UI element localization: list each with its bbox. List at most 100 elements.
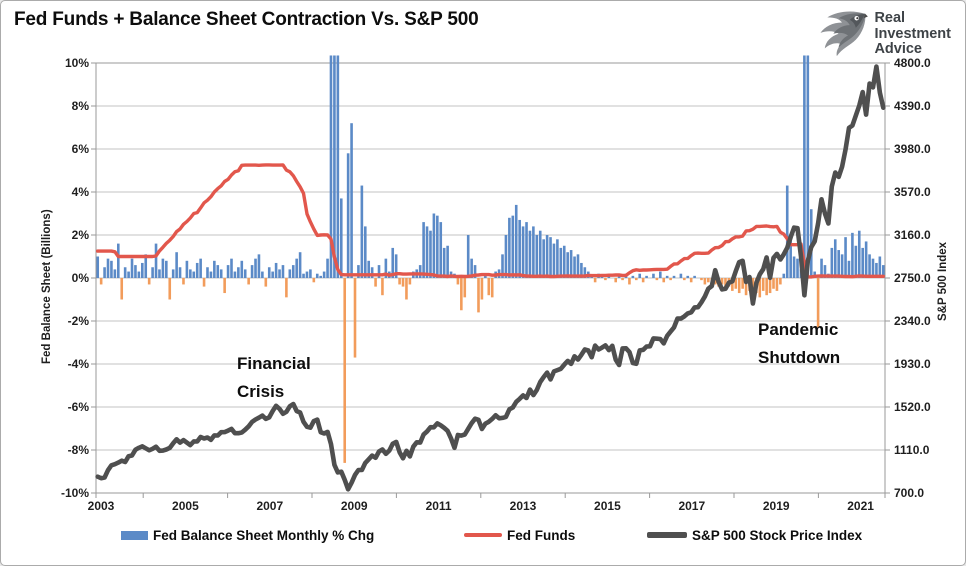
- legend-label: Fed Balance Sheet Monthly % Chg: [153, 527, 375, 543]
- balance-sheet-bar: [274, 262, 278, 278]
- balance-sheet-bar: [779, 278, 782, 285]
- balance-sheet-bar: [343, 278, 347, 463]
- balance-sheet-bar: [679, 273, 683, 278]
- balance-sheet-bar: [638, 273, 642, 278]
- balance-sheet-bar: [394, 254, 398, 278]
- balance-sheet-bar: [309, 269, 312, 278]
- right-axis-tick-label: 1520.0: [894, 400, 931, 414]
- line-swatch-icon: [647, 532, 687, 538]
- right-axis-tick-label: 1930.0: [894, 357, 931, 371]
- balance-sheet-bar: [240, 260, 244, 278]
- right-axis-tick-label: 4800.0: [894, 56, 931, 70]
- balance-sheet-bar: [391, 247, 395, 278]
- balance-sheet-bar: [171, 269, 175, 278]
- balance-sheet-bar: [542, 239, 545, 278]
- balance-sheet-bar: [147, 278, 151, 285]
- balance-sheet-bar: [319, 275, 322, 278]
- balance-sheet-bar: [583, 267, 587, 278]
- balance-sheet-bar: [178, 267, 182, 278]
- balance-sheet-bar: [785, 185, 789, 278]
- balance-sheet-bar: [168, 278, 172, 300]
- balance-sheet-bar: [775, 278, 779, 291]
- balance-sheet-bar: [291, 265, 295, 278]
- balance-sheet-bar: [250, 265, 254, 278]
- balance-sheet-bar: [226, 265, 230, 278]
- balance-sheet-bar: [833, 239, 837, 278]
- balance-sheet-bar: [213, 260, 216, 278]
- balance-sheet-bar: [377, 265, 381, 278]
- balance-sheet-bar: [861, 247, 864, 278]
- left-axis-tick-label: 4%: [72, 185, 90, 199]
- left-axis-tick-label: 2%: [72, 228, 90, 242]
- balance-sheet-bar: [761, 278, 765, 291]
- balance-sheet-bar: [257, 254, 261, 278]
- balance-sheet-bar: [182, 278, 185, 285]
- balance-sheet-bar: [223, 278, 226, 294]
- balance-sheet-bar: [264, 278, 268, 287]
- balance-sheet-bar: [549, 237, 552, 278]
- balance-sheet-bar: [243, 269, 247, 278]
- balance-sheet-bar: [487, 278, 491, 296]
- balance-sheet-bar: [737, 278, 741, 294]
- balance-sheet-bar: [772, 278, 775, 289]
- balance-sheet-bar: [765, 278, 768, 296]
- balance-sheet-bar: [254, 258, 257, 278]
- x-axis-year-label: 2013: [510, 499, 537, 513]
- line-swatch-icon: [464, 532, 502, 538]
- balance-sheet-bar: [525, 222, 528, 278]
- balance-sheet-bar: [460, 278, 463, 311]
- balance-sheet-bar: [576, 254, 580, 278]
- balance-sheet-bar: [219, 269, 223, 278]
- balance-sheet-bar: [881, 265, 885, 278]
- plot-frame: [95, 62, 886, 494]
- left-axis-tick-label: 10%: [65, 56, 89, 70]
- balance-sheet-bar: [175, 252, 178, 278]
- brand-line-2: Investment: [874, 25, 951, 42]
- sp500-line: [95, 64, 886, 492]
- balance-sheet-bar: [573, 256, 576, 278]
- balance-sheet-bar: [367, 260, 371, 278]
- balance-sheet-bar: [130, 258, 134, 278]
- balance-sheet-bar: [700, 278, 703, 281]
- balance-sheet-bar: [621, 278, 624, 281]
- balance-sheet-bar: [535, 235, 539, 278]
- x-axis-year-label: 2011: [426, 499, 452, 513]
- balance-sheet-bar: [285, 278, 288, 298]
- balance-sheet-bar: [278, 269, 281, 278]
- balance-sheet-bar: [871, 258, 875, 278]
- balance-sheet-bar: [566, 252, 569, 278]
- balance-sheet-bar: [720, 278, 724, 285]
- balance-sheet-bar: [751, 278, 755, 294]
- balance-sheet-bar: [538, 230, 542, 278]
- balance-sheet-bar: [731, 278, 734, 291]
- balance-sheet-bar: [508, 217, 511, 278]
- legend-item-fed-funds: Fed Funds: [464, 528, 575, 543]
- balance-sheet-bar: [96, 256, 100, 278]
- balance-sheet-bar: [302, 273, 305, 278]
- balance-sheet-bar: [758, 278, 762, 298]
- balance-sheet-bar: [593, 278, 597, 283]
- balance-sheet-bar: [384, 258, 388, 278]
- balance-sheet-bar: [556, 239, 559, 278]
- left-axis-tick-label: -6%: [68, 400, 90, 414]
- balance-sheet-bar: [659, 271, 662, 278]
- balance-sheet-bar: [439, 222, 443, 278]
- left-axis-tick-label: 6%: [72, 142, 90, 156]
- balance-sheet-bar: [683, 278, 686, 281]
- left-axis-tick-label: -8%: [68, 443, 90, 457]
- balance-sheet-bar: [847, 260, 851, 278]
- balance-sheet-bar: [473, 265, 477, 278]
- balance-sheet-bar: [868, 254, 871, 278]
- balance-sheet-bar: [628, 278, 631, 285]
- balance-sheet-bar: [792, 256, 796, 278]
- balance-sheet-bar: [645, 275, 648, 278]
- balance-sheet-bar: [216, 265, 220, 278]
- balance-sheet-bar: [604, 278, 607, 281]
- annotation-pandemic-shutdown: Pandemic Shutdown: [758, 316, 840, 372]
- balance-sheet-bar: [353, 278, 357, 358]
- balance-sheet-bar: [552, 243, 556, 278]
- balance-sheet-bar: [237, 267, 240, 278]
- balance-sheet-bar: [514, 204, 518, 278]
- balance-sheet-bar: [837, 250, 840, 278]
